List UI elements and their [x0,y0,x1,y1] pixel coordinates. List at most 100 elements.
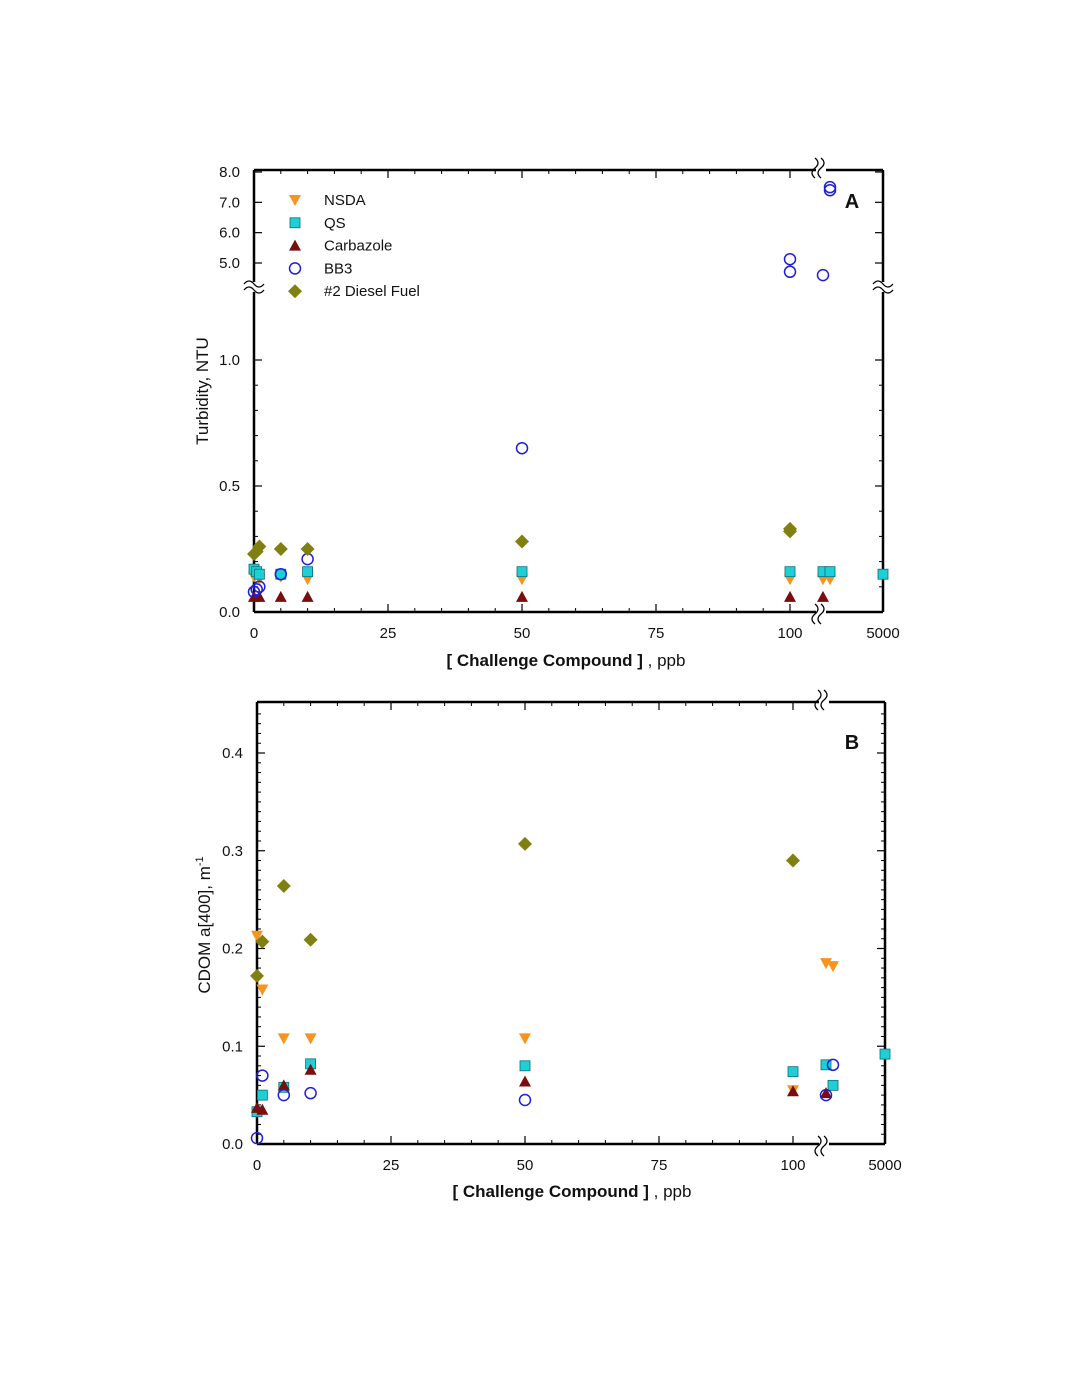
x-tick-label: 75 [648,625,665,642]
data-point [519,1033,531,1045]
series-qs [251,1048,891,1118]
legend-marker [289,239,301,251]
data-point [516,566,528,578]
legend-marker [289,217,301,229]
data-point [302,566,314,578]
data-point [518,836,532,851]
data-point [784,566,796,578]
data-point [783,521,797,536]
series--2-diesel-fuel [250,836,800,983]
y-tick-label: 0.3 [222,843,243,860]
x-tick-label: 50 [514,625,531,642]
y-tick-label-upper: 8.0 [219,164,240,181]
data-point [826,1058,840,1072]
axis-break-stroke [817,157,825,179]
x-axis-break-bottom [811,603,825,625]
legend-label: BB3 [324,260,352,277]
x-break-gap-top [819,696,829,708]
x-axis-title: [ Challenge Compound ] , ppb [447,651,686,670]
axis-break-stroke [817,603,825,625]
y-axis-title-sup: -1 [194,856,206,866]
series-carbazole [248,590,829,602]
axis-break-stroke [820,1135,828,1157]
x-break-gap-bottom [819,1138,829,1150]
data-point [253,568,265,580]
data-point [787,1066,799,1078]
y-tick-label: 0.4 [222,745,243,762]
x-axis-title-bold: [ Challenge Compound ] [453,1182,649,1201]
axis-break-stroke [872,286,894,294]
data-point [256,1069,269,1082]
data-point [784,590,796,602]
y-break-gap-right [877,282,889,292]
data-point [252,539,267,554]
x-tick-label: 25 [380,625,397,642]
data-point [256,1089,268,1101]
data-point [823,183,837,197]
data-point [824,566,836,578]
data-point [515,534,529,549]
legend-label: NSDA [324,192,366,209]
panel-b-chart: 0 25 50 75 100 5000 0.0 0.1 0.2 0.3 0.4 [ Challenge… [194,689,902,1201]
data-point [820,958,832,970]
axis-break-stroke [243,280,265,288]
panel-label: A [845,191,859,213]
data-point [816,268,830,282]
data-point [256,984,269,996]
data-point [255,934,270,949]
panel-a-chart: 0 25 50 75 100 5000 0.0 0.5 1.0 5.0 6.0 7.0 8.0 [ Cha… [193,157,900,670]
x-tick-label: 50 [517,1157,534,1174]
data-point [301,590,314,602]
data-point [277,1033,290,1045]
data-point [518,1093,532,1107]
x-axis-break-top [811,157,825,179]
data-point [274,590,287,602]
legend-marker [288,262,302,275]
axis-break-stroke [811,603,819,625]
y-axis-break-right [872,280,894,294]
x-tick-label: 100 [780,1157,805,1174]
axis-break-stroke [814,1135,822,1157]
data-point [879,1048,891,1060]
series-nsda [251,930,839,1097]
y-tick-label: 1.0 [219,352,240,369]
y-axis-title: CDOM a[400], m-1 [194,856,214,993]
data-point [253,580,266,594]
data-point [277,1088,291,1102]
data-point [300,542,315,556]
axis-break-stroke [243,286,265,294]
y-tick-label-upper: 7.0 [219,194,240,211]
legend-label: QS [324,215,346,232]
legend: NSDA QS Carbazole BB3 #2 Diesel Fuel [288,192,420,300]
x-tick-label: 75 [651,1157,668,1174]
data-point [877,568,889,580]
data-point [273,542,288,556]
y-tick-label: 0.0 [219,604,240,621]
legend-marker [289,195,301,206]
axis-break-stroke [820,689,828,711]
data-point [304,1033,317,1045]
data-point [304,1063,317,1075]
legend-marker [288,284,302,299]
x-tick-label: 5000 [866,625,899,642]
series-bb3 [247,180,837,599]
data-point [250,583,263,596]
x-axis-title: [ Challenge Compound ] , ppb [453,1182,692,1201]
data-point [303,932,318,947]
x-axis-break-bottom [814,1135,828,1157]
x-tick-label: 0 [253,1157,261,1174]
y-axis-title-main: CDOM a[400], m [195,866,214,994]
legend-label: #2 Diesel Fuel [324,283,420,300]
data-point [276,878,291,893]
y-tick-label-upper: 5.0 [219,255,240,272]
data-point [783,252,797,266]
x-axis-title-bold: [ Challenge Compound ] [447,651,643,670]
series--2-diesel-fuel [247,521,797,562]
data-point [516,590,528,602]
legend-label: Carbazole [324,238,392,255]
y-axis-break-left [243,280,265,294]
x-tick-label: 5000 [868,1157,901,1174]
series-nsda [248,571,836,586]
x-tick-label: 0 [250,625,258,642]
